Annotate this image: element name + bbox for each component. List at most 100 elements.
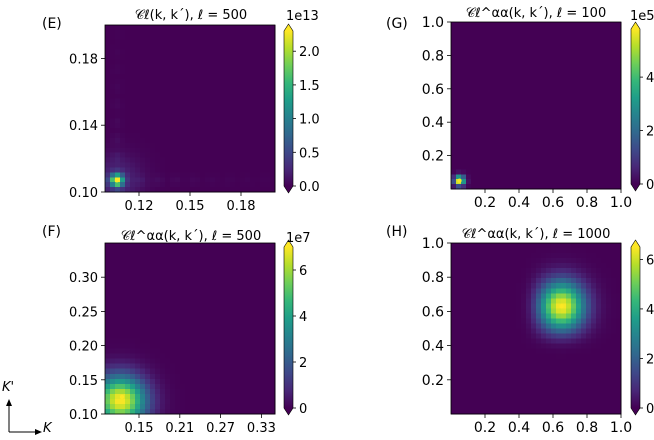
heatmap-cell	[501, 353, 507, 360]
heatmap-cell	[586, 26, 592, 33]
heatmap-cell	[105, 108, 111, 115]
heatmap-cell	[240, 358, 246, 365]
heatmap-cell	[551, 358, 557, 365]
heatmap-cell	[205, 39, 211, 46]
heatmap-cell	[461, 90, 467, 97]
heatmap-cell	[150, 348, 156, 355]
y-tick-label: 0.20	[69, 340, 98, 355]
heatmap-cell	[536, 323, 542, 330]
heatmap-cell	[606, 90, 612, 97]
heatmap-cell	[230, 29, 236, 36]
heatmap-cell	[481, 184, 487, 190]
heatmap-cell	[230, 278, 236, 284]
heatmap-cell	[140, 248, 146, 254]
heatmap-cell	[125, 172, 131, 178]
heatmap-cell	[195, 303, 201, 309]
heatmap-cell	[205, 187, 211, 193]
heatmap-cell	[180, 29, 186, 36]
heatmap-cell	[491, 71, 497, 77]
heatmap-cell	[205, 393, 211, 400]
heatmap-cell	[215, 167, 221, 173]
heatmap-cell	[150, 273, 156, 279]
heatmap-cell	[551, 253, 557, 259]
heatmap-cell	[561, 46, 567, 53]
heatmap-cell	[591, 125, 597, 131]
heatmap-cell	[245, 363, 251, 370]
heatmap-cell	[130, 59, 136, 65]
heatmap-cell	[255, 408, 261, 415]
heatmap-cell	[551, 169, 557, 175]
heatmap-cell	[165, 303, 171, 309]
heatmap-cell	[110, 108, 116, 115]
heatmap-cell	[611, 80, 617, 87]
heatmap-cell	[195, 83, 201, 90]
heatmap-cell	[481, 174, 487, 180]
heatmap-cell	[551, 154, 557, 161]
heatmap-cell	[235, 128, 241, 134]
heatmap-cell	[606, 343, 612, 350]
heatmap-cell	[581, 134, 587, 141]
heatmap-cell	[225, 298, 231, 304]
heatmap-cell	[536, 179, 542, 185]
heatmap-cell	[170, 393, 176, 400]
heatmap-cell	[571, 258, 577, 264]
heatmap-cell	[511, 283, 517, 289]
heatmap-cell	[591, 248, 597, 254]
heatmap-cell	[516, 179, 522, 185]
heatmap-cell	[451, 348, 457, 355]
heatmap-cell	[481, 90, 487, 97]
heatmap-cell	[270, 137, 276, 144]
heatmap-cell	[160, 298, 166, 304]
heatmap-cell	[145, 283, 151, 289]
heatmap-cell	[456, 258, 462, 264]
heatmap-cell	[476, 373, 482, 380]
heatmap-cell	[205, 88, 211, 95]
heatmap-cell	[110, 308, 116, 315]
heatmap-cell	[526, 248, 532, 254]
heatmap-cell	[115, 25, 121, 31]
heatmap-cell	[476, 154, 482, 161]
heatmap-cell	[265, 172, 271, 178]
heatmap-cell	[130, 137, 136, 144]
heatmap-cell	[235, 243, 241, 249]
heatmap-cell	[105, 408, 111, 415]
heatmap-cell	[240, 273, 246, 279]
heatmap-cell	[180, 258, 186, 264]
heatmap-cell	[255, 83, 261, 90]
heatmap-cell	[521, 263, 527, 269]
heatmap-cell	[471, 95, 477, 102]
heatmap-cell	[115, 268, 121, 274]
heatmap-cell	[461, 253, 467, 259]
heatmap-cell	[255, 328, 261, 335]
heatmap-cell	[245, 147, 251, 154]
heatmap-cell	[476, 36, 482, 43]
heatmap-cell	[140, 323, 146, 330]
heatmap-cell	[170, 248, 176, 254]
heatmap-cell	[105, 273, 111, 279]
heatmap-cell	[461, 328, 467, 335]
heatmap-cell	[601, 338, 607, 345]
heatmap-cell	[185, 79, 191, 85]
heatmap-cell	[140, 378, 146, 385]
heatmap-cell	[451, 159, 457, 166]
heatmap-cell	[591, 283, 597, 289]
heatmap-cell	[205, 29, 211, 36]
heatmap-cell	[110, 343, 116, 350]
heatmap-cell	[150, 363, 156, 370]
heatmap-cell	[491, 253, 497, 259]
heatmap-cell	[476, 31, 482, 38]
heatmap-cell	[135, 243, 141, 249]
heatmap-cell	[466, 388, 472, 395]
heatmap-cell	[205, 162, 211, 169]
heatmap-cell	[255, 333, 261, 340]
heatmap-cell	[601, 253, 607, 259]
heatmap-cell	[571, 144, 577, 151]
heatmap-cell	[541, 293, 547, 299]
heatmap-cell	[471, 403, 477, 410]
heatmap-cell	[270, 288, 276, 294]
heatmap-cell	[210, 177, 216, 183]
heatmap-cell	[596, 328, 602, 335]
heatmap-cell	[120, 49, 126, 56]
heatmap-cell	[496, 164, 502, 170]
heatmap-cell	[541, 61, 547, 67]
